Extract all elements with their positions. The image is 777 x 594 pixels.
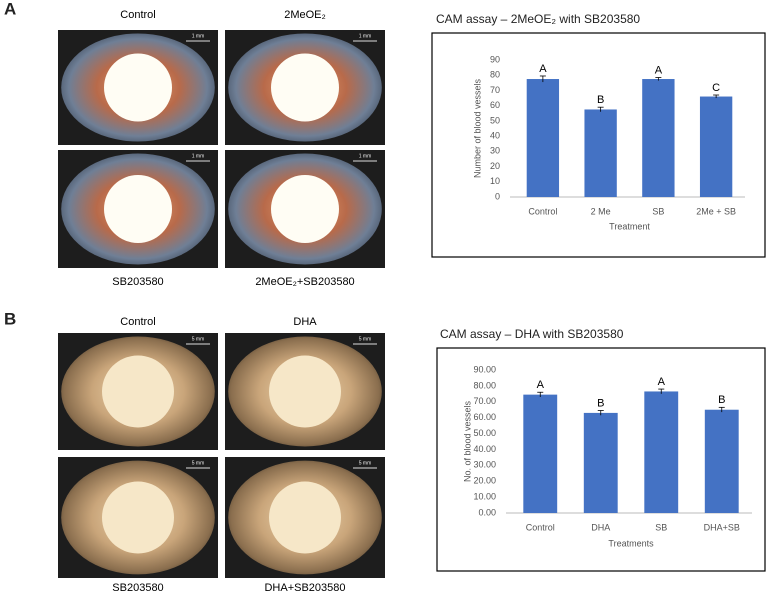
y-axis-label: Number of blood vessels <box>472 78 482 178</box>
y-tick-label: 60.00 <box>473 412 496 422</box>
y-tick-label: 10.00 <box>473 491 496 501</box>
x-tick-label: DHA+SB <box>704 522 740 532</box>
filter-disc <box>271 175 339 243</box>
photo-caption: 2MeOE₂ <box>284 9 326 21</box>
x-tick-label: Control <box>526 522 555 532</box>
y-tick-label: 10 <box>490 176 500 186</box>
filter-disc <box>102 481 174 554</box>
x-tick-label: DHA <box>591 522 610 532</box>
chart-frame <box>436 347 766 572</box>
y-tick-label: 50.00 <box>473 428 496 438</box>
y-tick-label: 90.00 <box>473 364 496 374</box>
significance-letter: C <box>712 82 720 94</box>
bar <box>704 409 739 513</box>
filter-disc <box>269 355 341 428</box>
bar <box>523 394 558 513</box>
significance-letter: B <box>597 94 604 106</box>
significance-letter: A <box>537 379 545 391</box>
bar <box>699 96 733 197</box>
significance-letter: A <box>658 376 666 388</box>
y-tick-label: 90 <box>490 54 500 64</box>
photo-caption: DHA+SB203580 <box>264 582 345 594</box>
scale-label: 5 mm <box>359 336 372 342</box>
scale-label: 5 mm <box>192 336 205 342</box>
y-tick-label: 30.00 <box>473 460 496 470</box>
y-tick-label: 70 <box>490 85 500 95</box>
scale-label: 5 mm <box>359 460 372 466</box>
bar <box>583 412 618 513</box>
panel-label: B <box>4 309 16 328</box>
y-tick-label: 40 <box>490 130 500 140</box>
y-tick-label: 80.00 <box>473 380 496 390</box>
y-tick-label: 70.00 <box>473 396 496 406</box>
filter-disc <box>104 175 172 243</box>
x-axis-label: Treatment <box>609 221 650 231</box>
scale-label: 1 mm <box>359 153 372 159</box>
y-tick-label: 20 <box>490 161 500 171</box>
bar <box>526 79 560 197</box>
x-tick-label: Control <box>528 206 557 216</box>
scale-label: 1 mm <box>192 33 205 39</box>
y-tick-label: 30 <box>490 146 500 156</box>
x-axis-label: Treatments <box>608 538 654 548</box>
significance-letter: A <box>539 63 547 75</box>
x-tick-label: 2Me + SB <box>696 206 736 216</box>
y-tick-label: 40.00 <box>473 444 496 454</box>
filter-disc <box>102 355 174 428</box>
y-tick-label: 50 <box>490 115 500 125</box>
chart-title: CAM assay – DHA with SB203580 <box>440 327 624 341</box>
photo-caption: Control <box>120 316 155 328</box>
bar <box>584 109 617 197</box>
bar <box>642 79 675 197</box>
x-tick-label: SB <box>655 522 667 532</box>
chart-title: CAM assay – 2MeOE₂ with SB203580 <box>436 12 640 26</box>
y-tick-label: 80 <box>490 70 500 80</box>
photo-caption: SB203580 <box>112 276 163 288</box>
panel-label: A <box>4 0 16 18</box>
photo-caption: DHA <box>293 316 317 328</box>
bar <box>644 391 679 513</box>
chart-frame <box>431 32 766 258</box>
significance-letter: B <box>718 394 725 406</box>
photo-caption: 2MeOE₂+SB203580 <box>255 276 354 288</box>
y-tick-label: 20.00 <box>473 476 496 486</box>
filter-disc <box>104 53 172 122</box>
y-axis-label: No. of blood vessels <box>462 400 472 482</box>
filter-disc <box>269 481 341 554</box>
photo-caption: SB203580 <box>112 582 163 594</box>
scale-label: 1 mm <box>359 33 372 39</box>
photo-caption: Control <box>120 9 155 21</box>
scale-label: 5 mm <box>192 460 205 466</box>
x-tick-label: 2 Me <box>591 206 611 216</box>
y-tick-label: 60 <box>490 100 500 110</box>
filter-disc <box>271 53 339 122</box>
significance-letter: A <box>655 64 663 76</box>
scale-label: 1 mm <box>192 153 205 159</box>
y-tick-label: 0.00 <box>478 507 496 517</box>
x-tick-label: SB <box>652 206 664 216</box>
significance-letter: B <box>597 397 604 409</box>
y-tick-label: 0 <box>495 191 500 201</box>
